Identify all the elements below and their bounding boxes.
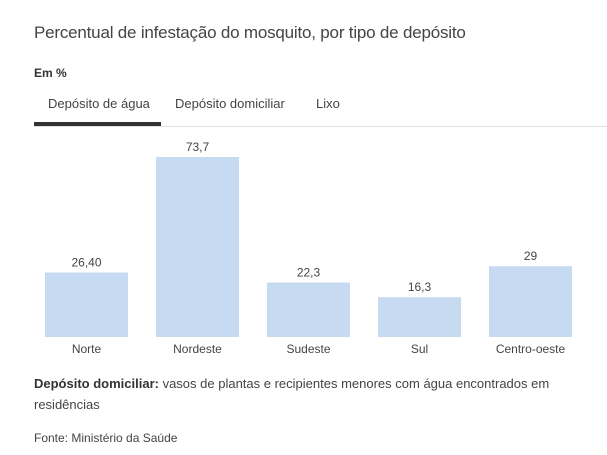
category-label: Sudeste	[286, 342, 330, 356]
bar-chart: 26,40 Norte 73,7 Nordeste 22,3 Sudeste 16,3 Sul…	[45, 140, 572, 356]
value-label: 16,3	[408, 280, 432, 294]
value-label: 26,40	[71, 256, 101, 270]
value-label: 29	[524, 249, 538, 263]
bar-sudeste	[267, 282, 350, 337]
tab-lixo[interactable]: Lixo	[316, 96, 340, 111]
category-label: Sul	[411, 342, 428, 356]
value-label: 22,3	[297, 266, 321, 280]
bar-centro-oeste	[489, 266, 572, 337]
tab-deposito-domiciliar[interactable]: Depósito domiciliar	[175, 96, 285, 111]
footnote: Depósito domiciliar: vasos de plantas e …	[34, 373, 564, 415]
chart-title: Percentual de infestação do mosquito, po…	[34, 23, 466, 42]
bar-nordeste	[156, 157, 239, 337]
tab-bar: Depósito de água Depósito domiciliar Lix…	[34, 86, 607, 127]
footnote-text: vasos de plantas e recipientes menores c…	[34, 376, 550, 412]
source-credit: Fonte: Ministério da Saúde	[34, 431, 178, 445]
unit-label: Em %	[34, 66, 67, 80]
active-tab-indicator	[34, 122, 161, 126]
category-label: Nordeste	[173, 342, 222, 356]
tab-deposito-de-agua[interactable]: Depósito de água	[48, 96, 150, 111]
value-label: 73,7	[186, 140, 210, 154]
category-label: Norte	[72, 342, 102, 356]
footnote-term: Depósito domiciliar:	[34, 376, 159, 391]
bar-norte	[45, 272, 128, 337]
category-label: Centro-oeste	[496, 342, 566, 356]
bar-sul	[378, 297, 461, 337]
